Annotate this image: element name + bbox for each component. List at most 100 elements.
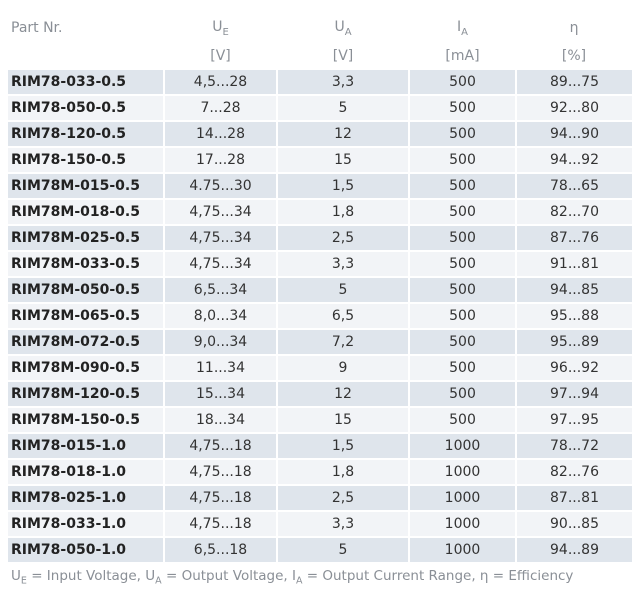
specification-table: Part Nr. UE UA IA η [V] [V] [mA] [%] RIM… xyxy=(8,14,632,564)
input-voltage-cell: 4,75...34 xyxy=(164,199,278,226)
efficiency-cell: 87...76 xyxy=(516,225,632,252)
efficiency-cell: 95...88 xyxy=(516,303,632,330)
output-voltage-cell: 3,3 xyxy=(277,70,410,96)
input-voltage-cell: 4,75...18 xyxy=(164,485,278,512)
input-voltage-cell: 4,75...18 xyxy=(164,511,278,538)
table-header: Part Nr. UE UA IA η [V] [V] [mA] [%] xyxy=(8,14,632,70)
input-voltage-cell: 4,75...18 xyxy=(164,459,278,486)
output-current-cell: 500 xyxy=(409,329,517,356)
output-current-cell: 500 xyxy=(409,381,517,408)
efficiency-cell: 97...94 xyxy=(516,381,632,408)
output-voltage-cell: 1,8 xyxy=(277,459,410,486)
input-voltage-cell: 17...28 xyxy=(164,147,278,174)
part-number-cell: RIM78M-025-0.5 xyxy=(8,225,165,252)
output-current-cell: 500 xyxy=(409,225,517,252)
part-number-cell: RIM78M-015-0.5 xyxy=(8,173,165,200)
output-voltage-cell: 2,5 xyxy=(277,225,410,252)
table-row: RIM78-033-0.5 4,5...28 3,3 500 89...75 xyxy=(8,70,632,96)
output-current-cell: 500 xyxy=(409,121,517,148)
input-voltage-cell: 15...34 xyxy=(164,381,278,408)
efficiency-cell: 94...89 xyxy=(516,537,632,564)
input-voltage-cell: 8,0...34 xyxy=(164,303,278,330)
table-row: RIM78M-033-0.5 4,75...34 3,3 500 91...81 xyxy=(8,251,632,278)
input-voltage-cell: 11...34 xyxy=(164,355,278,382)
efficiency-cell: 92...80 xyxy=(516,95,632,122)
output-current-cell: 500 xyxy=(409,147,517,174)
header-part-unit-empty xyxy=(8,42,164,70)
input-voltage-cell: 14...28 xyxy=(164,121,278,148)
part-number-cell: RIM78M-033-0.5 xyxy=(8,251,165,278)
table-row: RIM78-150-0.5 17...28 15 500 94...92 xyxy=(8,147,632,174)
header-efficiency: η xyxy=(569,20,579,36)
input-voltage-cell: 7...28 xyxy=(164,95,278,122)
table-body: RIM78-033-0.5 4,5...28 3,3 500 89...75 RIM78-… xyxy=(8,70,632,564)
input-voltage-cell: 4,75...34 xyxy=(164,225,278,252)
part-number-cell: RIM78-018-1.0 xyxy=(8,459,165,486)
output-voltage-cell: 7,2 xyxy=(277,329,410,356)
table-row: RIM78-120-0.5 14...28 12 500 94...90 xyxy=(8,121,632,148)
part-number-cell: RIM78M-050-0.5 xyxy=(8,277,165,304)
efficiency-cell: 97...95 xyxy=(516,407,632,434)
efficiency-cell: 90...85 xyxy=(516,511,632,538)
table-row: RIM78M-150-0.5 18...34 15 500 97...95 xyxy=(8,407,632,434)
table-row: RIM78M-120-0.5 15...34 12 500 97...94 xyxy=(8,381,632,408)
efficiency-cell: 82...70 xyxy=(516,199,632,226)
input-voltage-cell: 4,5...28 xyxy=(164,70,278,96)
header-row-symbols: Part Nr. UE UA IA η xyxy=(8,14,632,42)
output-current-cell: 500 xyxy=(409,407,517,434)
part-number-cell: RIM78-033-1.0 xyxy=(8,511,165,538)
efficiency-cell: 95...89 xyxy=(516,329,632,356)
output-voltage-cell: 5 xyxy=(277,537,410,564)
table-row: RIM78M-050-0.5 6,5...34 5 500 94...85 xyxy=(8,277,632,304)
output-voltage-cell: 12 xyxy=(277,121,410,148)
output-voltage-cell: 12 xyxy=(277,381,410,408)
output-current-cell: 1000 xyxy=(409,511,517,538)
part-number-cell: RIM78-015-1.0 xyxy=(8,433,165,460)
header-part-number: Part Nr. xyxy=(11,20,63,36)
input-voltage-cell: 4.75...30 xyxy=(164,173,278,200)
table-row: RIM78M-065-0.5 8,0...34 6,5 500 95...88 xyxy=(8,303,632,330)
output-current-cell: 500 xyxy=(409,277,517,304)
output-voltage-cell: 6,5 xyxy=(277,303,410,330)
output-current-cell: 500 xyxy=(409,303,517,330)
output-voltage-cell: 5 xyxy=(277,95,410,122)
header-output-current: IA xyxy=(457,18,468,38)
efficiency-cell: 87...81 xyxy=(516,485,632,512)
output-voltage-cell: 15 xyxy=(277,147,410,174)
efficiency-cell: 94...85 xyxy=(516,277,632,304)
output-current-cell: 1000 xyxy=(409,485,517,512)
table-row: RIM78M-090-0.5 11...34 9 500 96...92 xyxy=(8,355,632,382)
input-voltage-cell: 18...34 xyxy=(164,407,278,434)
output-current-cell: 500 xyxy=(409,173,517,200)
table-row: RIM78-050-1.0 6,5...18 5 1000 94...89 xyxy=(8,537,632,564)
table-row: RIM78M-015-0.5 4.75...30 1,5 500 78...65 xyxy=(8,173,632,200)
part-number-cell: RIM78M-065-0.5 xyxy=(8,303,165,330)
header-output-voltage-unit: [V] xyxy=(332,48,354,64)
output-voltage-cell: 9 xyxy=(277,355,410,382)
part-number-cell: RIM78-050-1.0 xyxy=(8,537,165,564)
input-voltage-cell: 4,75...18 xyxy=(164,433,278,460)
input-voltage-cell: 6,5...18 xyxy=(164,537,278,564)
efficiency-cell: 82...76 xyxy=(516,459,632,486)
table-row: RIM78M-018-0.5 4,75...34 1,8 500 82...70 xyxy=(8,199,632,226)
efficiency-cell: 78...65 xyxy=(516,173,632,200)
table-row: RIM78-033-1.0 4,75...18 3,3 1000 90...85 xyxy=(8,511,632,538)
part-number-cell: RIM78M-150-0.5 xyxy=(8,407,165,434)
part-number-cell: RIM78M-072-0.5 xyxy=(8,329,165,356)
part-number-cell: RIM78-050-0.5 xyxy=(8,95,165,122)
part-number-cell: RIM78M-090-0.5 xyxy=(8,355,165,382)
efficiency-cell: 78...72 xyxy=(516,433,632,460)
efficiency-cell: 91...81 xyxy=(516,251,632,278)
output-voltage-cell: 1,5 xyxy=(277,173,410,200)
part-number-cell: RIM78-033-0.5 xyxy=(8,70,165,96)
efficiency-cell: 96...92 xyxy=(516,355,632,382)
output-current-cell: 500 xyxy=(409,199,517,226)
output-voltage-cell: 1,5 xyxy=(277,433,410,460)
header-input-voltage-unit: [V] xyxy=(210,48,231,64)
part-number-cell: RIM78-150-0.5 xyxy=(8,147,165,174)
table-row: RIM78-015-1.0 4,75...18 1,5 1000 78...72 xyxy=(8,433,632,460)
header-output-current-unit: [mA] xyxy=(445,48,480,64)
output-current-cell: 500 xyxy=(409,70,517,96)
table-row: RIM78-050-0.5 7...28 5 500 92...80 xyxy=(8,95,632,122)
input-voltage-cell: 4,75...34 xyxy=(164,251,278,278)
